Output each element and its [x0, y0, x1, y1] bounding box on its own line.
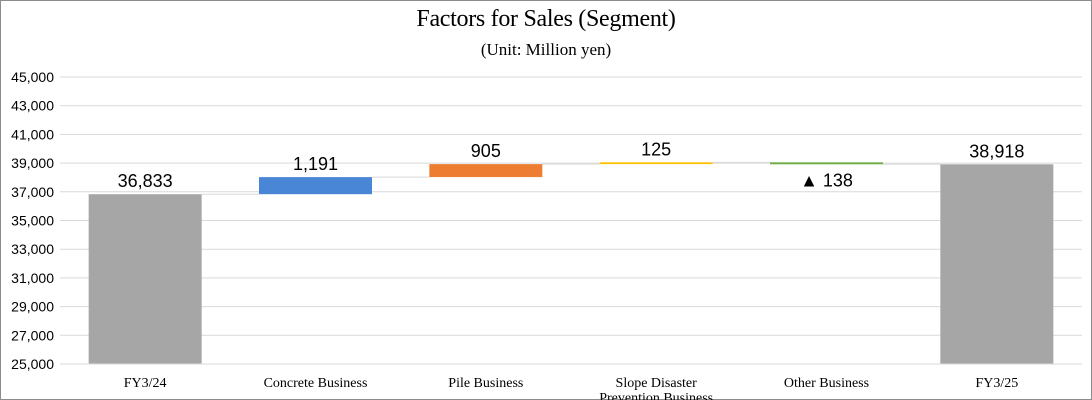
data-label: ▲ 138	[800, 170, 853, 190]
total-bar	[940, 164, 1054, 364]
y-tick-label: 25,000	[11, 356, 54, 372]
chart-subtitle: (Unit: Million yen)	[480, 40, 612, 59]
total-bar	[88, 194, 202, 364]
y-tick-label: 43,000	[11, 98, 54, 114]
x-category-label: Slope Disaster	[616, 376, 698, 391]
data-label: 38,918	[969, 141, 1024, 161]
x-category-label: Other Business	[784, 376, 869, 391]
y-tick-label: 35,000	[11, 213, 54, 229]
data-label: 36,833	[118, 171, 173, 191]
x-category-label: Concrete Business	[264, 376, 368, 391]
y-tick-label: 27,000	[11, 327, 54, 343]
y-tick-label: 37,000	[11, 184, 54, 200]
delta-bar	[259, 177, 372, 195]
x-category-label: FY3/25	[975, 376, 1018, 391]
delta-bar	[599, 162, 713, 165]
data-label: 125	[641, 139, 671, 159]
y-tick-label: 29,000	[11, 299, 54, 315]
x-category-label: FY3/24	[124, 376, 167, 391]
x-category-label: Prevention Business	[599, 391, 713, 400]
x-category-label: Pile Business	[448, 376, 523, 391]
y-tick-label: 41,000	[11, 126, 54, 142]
delta-bar	[429, 164, 543, 178]
data-label: 1,191	[293, 154, 338, 174]
data-label: 905	[471, 141, 501, 161]
y-tick-label: 33,000	[11, 241, 54, 257]
y-tick-label: 45,000	[11, 69, 54, 85]
y-tick-label: 31,000	[11, 270, 54, 286]
chart-title: Factors for Sales (Segment)	[416, 6, 676, 32]
y-tick-label: 39,000	[11, 155, 54, 171]
delta-bar	[770, 162, 883, 165]
